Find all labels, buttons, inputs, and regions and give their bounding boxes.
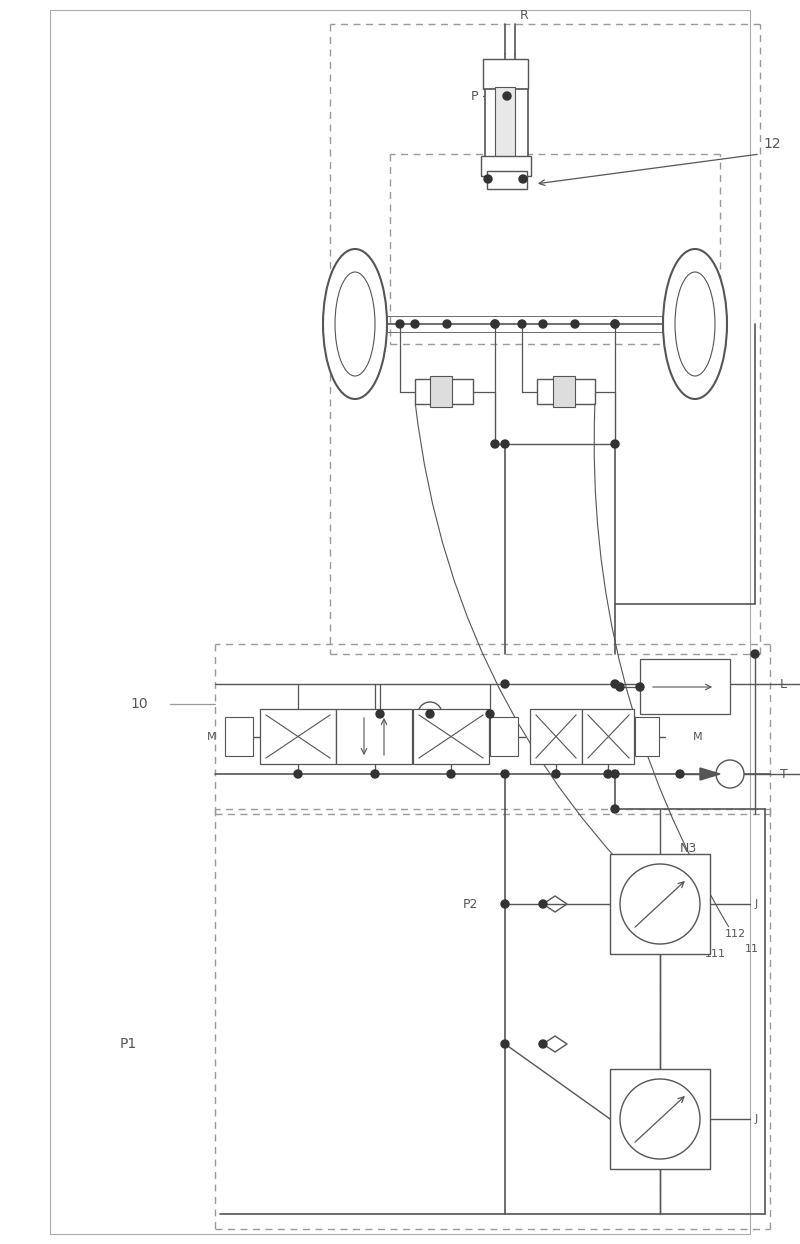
Circle shape bbox=[636, 683, 644, 690]
Circle shape bbox=[611, 680, 619, 688]
Bar bbox=[537, 379, 595, 404]
Text: 10: 10 bbox=[130, 697, 148, 712]
Bar bbox=[413, 709, 489, 764]
Text: 14: 14 bbox=[680, 1072, 696, 1086]
Bar bbox=[640, 659, 730, 714]
Circle shape bbox=[552, 770, 560, 778]
Bar bbox=[415, 379, 473, 404]
Circle shape bbox=[491, 320, 499, 328]
Circle shape bbox=[501, 770, 509, 778]
Circle shape bbox=[501, 680, 509, 688]
Circle shape bbox=[716, 760, 744, 787]
Circle shape bbox=[611, 770, 619, 778]
Ellipse shape bbox=[323, 249, 387, 399]
Circle shape bbox=[376, 710, 384, 718]
Circle shape bbox=[371, 770, 379, 778]
Bar bbox=[483, 58, 528, 90]
Circle shape bbox=[539, 320, 547, 328]
Circle shape bbox=[443, 320, 451, 328]
Bar bbox=[490, 717, 518, 756]
Circle shape bbox=[571, 320, 579, 328]
Circle shape bbox=[501, 440, 509, 448]
Ellipse shape bbox=[675, 272, 715, 376]
Circle shape bbox=[620, 1079, 700, 1159]
Text: P2: P2 bbox=[462, 897, 478, 911]
Circle shape bbox=[751, 651, 759, 658]
Text: Xc: Xc bbox=[436, 746, 448, 758]
Circle shape bbox=[518, 320, 526, 328]
Circle shape bbox=[411, 320, 419, 328]
Circle shape bbox=[447, 770, 455, 778]
Ellipse shape bbox=[663, 249, 727, 399]
Bar bbox=[635, 717, 659, 756]
Circle shape bbox=[620, 865, 700, 944]
Text: R: R bbox=[520, 9, 529, 22]
Text: J: J bbox=[755, 1113, 758, 1125]
Circle shape bbox=[294, 770, 302, 778]
Text: 12: 12 bbox=[763, 137, 781, 151]
Bar bbox=[485, 90, 528, 159]
Bar bbox=[225, 717, 253, 756]
Bar bbox=[487, 170, 527, 189]
Text: J: J bbox=[755, 899, 758, 909]
Text: N3: N3 bbox=[680, 842, 698, 856]
Circle shape bbox=[486, 710, 494, 718]
Bar bbox=[260, 709, 336, 764]
Circle shape bbox=[616, 683, 624, 690]
Circle shape bbox=[501, 899, 509, 908]
Bar bbox=[610, 1069, 710, 1169]
Text: M: M bbox=[207, 731, 217, 741]
Circle shape bbox=[539, 899, 547, 908]
Polygon shape bbox=[700, 768, 720, 780]
Circle shape bbox=[396, 320, 404, 328]
Circle shape bbox=[611, 805, 619, 814]
Circle shape bbox=[611, 440, 619, 448]
Circle shape bbox=[604, 770, 612, 778]
Bar bbox=[336, 709, 412, 764]
Text: T: T bbox=[780, 768, 788, 780]
Circle shape bbox=[491, 320, 499, 328]
Circle shape bbox=[501, 1040, 509, 1047]
Text: M: M bbox=[693, 731, 702, 741]
Bar bbox=[50, 10, 750, 1234]
Text: 111: 111 bbox=[705, 949, 726, 959]
Bar bbox=[481, 156, 531, 175]
Bar bbox=[495, 87, 515, 160]
Bar bbox=[553, 376, 575, 407]
Circle shape bbox=[611, 320, 619, 328]
Bar bbox=[610, 853, 710, 954]
Bar bbox=[430, 376, 452, 407]
Text: 11: 11 bbox=[745, 944, 759, 954]
Text: P1: P1 bbox=[120, 1037, 138, 1051]
Circle shape bbox=[519, 175, 527, 183]
Ellipse shape bbox=[335, 272, 375, 376]
Circle shape bbox=[676, 770, 684, 778]
Circle shape bbox=[418, 702, 442, 726]
Circle shape bbox=[491, 440, 499, 448]
Circle shape bbox=[539, 1040, 547, 1047]
Circle shape bbox=[503, 92, 511, 100]
Circle shape bbox=[484, 175, 492, 183]
Bar bbox=[582, 709, 634, 764]
Text: L: L bbox=[780, 678, 787, 690]
Bar bbox=[530, 709, 582, 764]
Text: 112: 112 bbox=[725, 929, 746, 939]
Circle shape bbox=[426, 710, 434, 718]
Text: P: P bbox=[470, 90, 478, 102]
Circle shape bbox=[611, 320, 619, 328]
